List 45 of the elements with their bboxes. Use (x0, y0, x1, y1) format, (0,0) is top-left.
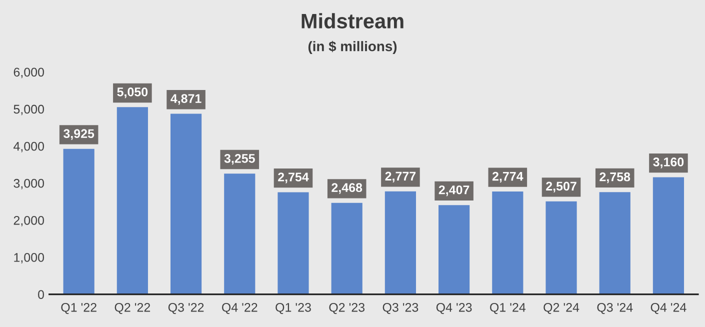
x-tick-label: Q1 '22 (61, 302, 96, 314)
data-label: 2,758 (600, 172, 630, 184)
y-tick-label: 0 (38, 290, 44, 299)
y-tick-label: 6,000 (14, 68, 44, 78)
data-label: 2,407 (438, 185, 470, 196)
x-tick-label: Q4 '22 (222, 302, 258, 314)
bar (599, 192, 630, 294)
data-label: 3,160 (653, 158, 684, 168)
bar (63, 148, 94, 294)
x-tick-label: Q2 '22 (114, 302, 150, 314)
y-tick-label: 4,000 (14, 142, 44, 152)
bar (278, 192, 309, 294)
data-label: 2,468 (332, 183, 362, 194)
y-tick-label: 3,000 (14, 178, 44, 190)
data-label: 3,255 (224, 154, 255, 165)
bar (384, 191, 416, 294)
x-tick-label: Q4 '23 (436, 302, 472, 314)
x-tick-label: Q4 '24 (650, 302, 686, 314)
data-label: 4,871 (170, 94, 202, 105)
bar (546, 201, 577, 294)
x-tick-label: Q1 '23 (276, 302, 311, 314)
x-tick-label: Q3 '24 (597, 302, 633, 314)
bar (331, 202, 362, 294)
x-tick-label: Q3 '22 (168, 302, 204, 314)
data-label: 5,050 (117, 87, 148, 98)
bar (492, 191, 524, 294)
y-tick-label: 5,000 (14, 104, 44, 116)
data-label: 2,777 (385, 172, 416, 182)
y-tick-label: 1,000 (14, 253, 44, 264)
bar (116, 107, 148, 294)
x-tick-label: Q2 '24 (544, 302, 580, 314)
data-label: 2,754 (278, 172, 309, 184)
bar (224, 174, 256, 294)
chart-subtitle: (in $ millions) (308, 40, 397, 54)
chart-title: Midstream (302, 13, 404, 28)
data-label: 3,925 (63, 129, 94, 140)
data-label: 2,774 (492, 172, 524, 183)
y-tick-label: 2,000 (14, 216, 44, 226)
bar (438, 205, 470, 294)
x-tick-label: Q2 '23 (329, 302, 365, 314)
x-tick-label: Q1 '24 (490, 302, 526, 314)
bar (170, 114, 202, 294)
data-label: 2,507 (546, 182, 576, 192)
bar (652, 177, 684, 294)
x-tick-label: Q3 '23 (382, 302, 418, 314)
